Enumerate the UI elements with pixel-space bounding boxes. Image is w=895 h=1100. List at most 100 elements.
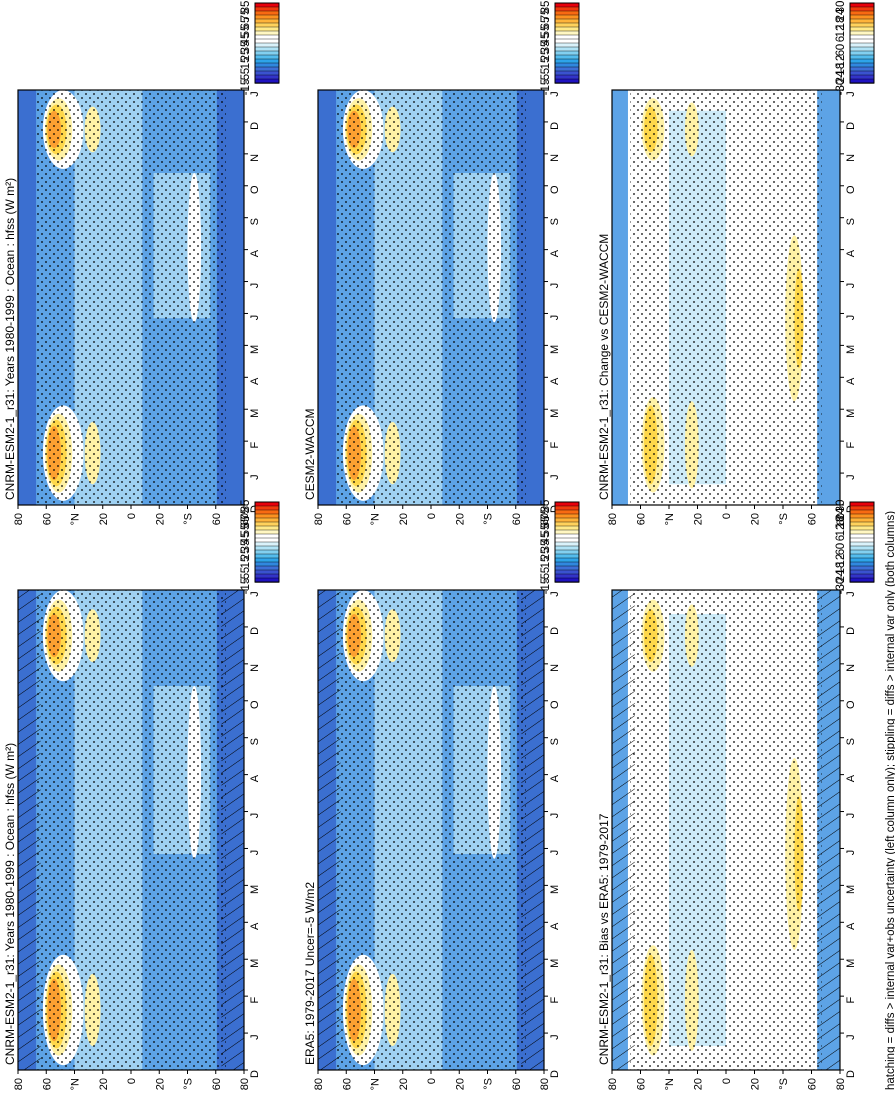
- month-tick-label: F: [845, 442, 857, 449]
- lat-tick-label: 0: [721, 1078, 733, 1084]
- lat-tick-label: °S: [483, 1078, 495, 1090]
- colorbar-label: 0: [835, 543, 847, 549]
- colorbar-label: -12: [835, 55, 847, 72]
- lat-tick-label: 20: [750, 513, 762, 525]
- month-tick-label: M: [249, 409, 261, 418]
- month-tick-label: A: [549, 249, 561, 257]
- month-tick-label: D: [249, 627, 261, 635]
- hatching-south: [817, 590, 840, 1070]
- colorbar-label: 18: [835, 17, 847, 30]
- colorbar-label: -12: [835, 554, 847, 571]
- month-tick-label: F: [249, 442, 261, 449]
- field-polar-south: [817, 90, 840, 505]
- hatching-north: [318, 590, 341, 1070]
- lat-tick-label: 60: [41, 1078, 53, 1090]
- colorbar-label: -24: [835, 569, 847, 586]
- colorbar-label: 12: [835, 524, 847, 537]
- colorbar-label: 25: [540, 49, 552, 62]
- colorbar-label: -15: [240, 79, 252, 96]
- lat-tick-label: 80: [239, 1078, 251, 1090]
- month-tick-label: S: [845, 738, 857, 745]
- lat-tick-label: 80: [313, 1078, 325, 1090]
- colorbar-label: 15: [540, 57, 552, 70]
- lat-tick-label: 80: [835, 1078, 847, 1090]
- lat-tick-label: 60: [807, 513, 819, 525]
- colorbar-label: 55: [540, 524, 552, 537]
- stippling-overlay: [336, 590, 526, 1070]
- colorbar-label: -5: [240, 74, 252, 84]
- month-tick-label: F: [845, 997, 857, 1004]
- month-tick-label: S: [549, 218, 561, 225]
- colorbar-label: 55: [540, 25, 552, 38]
- lat-tick-label: °N: [370, 1078, 382, 1090]
- heatmap-panel-bottom-left: [611, 589, 841, 1071]
- lat-tick-label: 80: [13, 513, 25, 525]
- colorbar-frame: [849, 2, 875, 84]
- heatmap-panel-middle-right: [317, 89, 545, 506]
- month-tick-label: N: [249, 154, 261, 162]
- lat-tick-label: 80: [13, 1078, 25, 1090]
- heatmap-panel-top-left: [17, 589, 245, 1071]
- lat-tick-label: 80: [607, 1078, 619, 1090]
- colorbar-label: 45: [540, 532, 552, 545]
- colorbar-label: -5: [540, 573, 552, 583]
- month-tick-label: J: [549, 813, 561, 819]
- lat-tick-label: 20: [750, 1078, 762, 1090]
- month-tick-label: J: [845, 474, 857, 480]
- month-tick-label: S: [249, 218, 261, 225]
- lat-tick-label: 60: [341, 513, 353, 525]
- month-tick-label: O: [845, 185, 857, 194]
- colorbar-label: -5: [540, 74, 552, 84]
- colorbar-label: 6: [835, 535, 847, 541]
- month-tick-label: S: [549, 738, 561, 745]
- colorbar-label: 75: [240, 508, 252, 521]
- month-tick-label: F: [549, 442, 561, 449]
- colorbar-label: -30: [835, 578, 847, 595]
- lat-tick-label: 60: [807, 1078, 819, 1090]
- month-tick-label: J: [549, 591, 561, 597]
- colorbar-label: 65: [540, 17, 552, 30]
- month-tick-label: A: [249, 249, 261, 257]
- month-tick-label: J: [249, 474, 261, 480]
- month-tick-label: J: [249, 91, 261, 97]
- colorbar-label: 24: [835, 507, 847, 520]
- stippling-overlay: [630, 590, 822, 1070]
- colorbar-label: 45: [240, 532, 252, 545]
- hatching-north: [612, 590, 635, 1070]
- month-tick-label: J: [845, 591, 857, 597]
- month-tick-label: M: [549, 409, 561, 418]
- colorbar-label: 65: [540, 516, 552, 529]
- heatmap-panel-top-right: [17, 89, 245, 506]
- month-tick-label: S: [845, 218, 857, 225]
- panel-title-bottom-right: CNRM-ESM2-1_r31: Change vs CESM2-WACCM: [597, 234, 611, 500]
- colorbar-label: 35: [240, 540, 252, 553]
- lat-tick-label: 60: [636, 1078, 648, 1090]
- lat-tick-label: 20: [398, 513, 410, 525]
- month-tick-label: A: [845, 249, 857, 257]
- lat-tick-label: 80: [835, 513, 847, 525]
- colorbar-label: 5: [540, 68, 552, 74]
- month-tick-label: M: [845, 959, 857, 968]
- lat-tick-label: 0: [126, 1078, 138, 1084]
- month-tick-label: A: [549, 377, 561, 385]
- month-tick-label: A: [549, 922, 561, 930]
- month-tick-label: D: [845, 1070, 857, 1078]
- lat-tick-label: 20: [693, 513, 705, 525]
- month-tick-label: J: [549, 283, 561, 289]
- lat-tick-label: °S: [183, 1078, 195, 1090]
- month-tick-label: D: [549, 627, 561, 635]
- month-tick-label: A: [549, 774, 561, 782]
- hatching-south: [521, 590, 544, 1070]
- month-tick-label: J: [845, 91, 857, 97]
- hatching-north: [18, 590, 41, 1070]
- colorbar-label: 30: [835, 1, 847, 14]
- lat-tick-label: 80: [539, 1078, 551, 1090]
- colorbar-label: 25: [240, 548, 252, 561]
- month-tick-label: D: [249, 1070, 261, 1078]
- field-polar-north: [18, 90, 37, 505]
- month-tick-label: A: [249, 774, 261, 782]
